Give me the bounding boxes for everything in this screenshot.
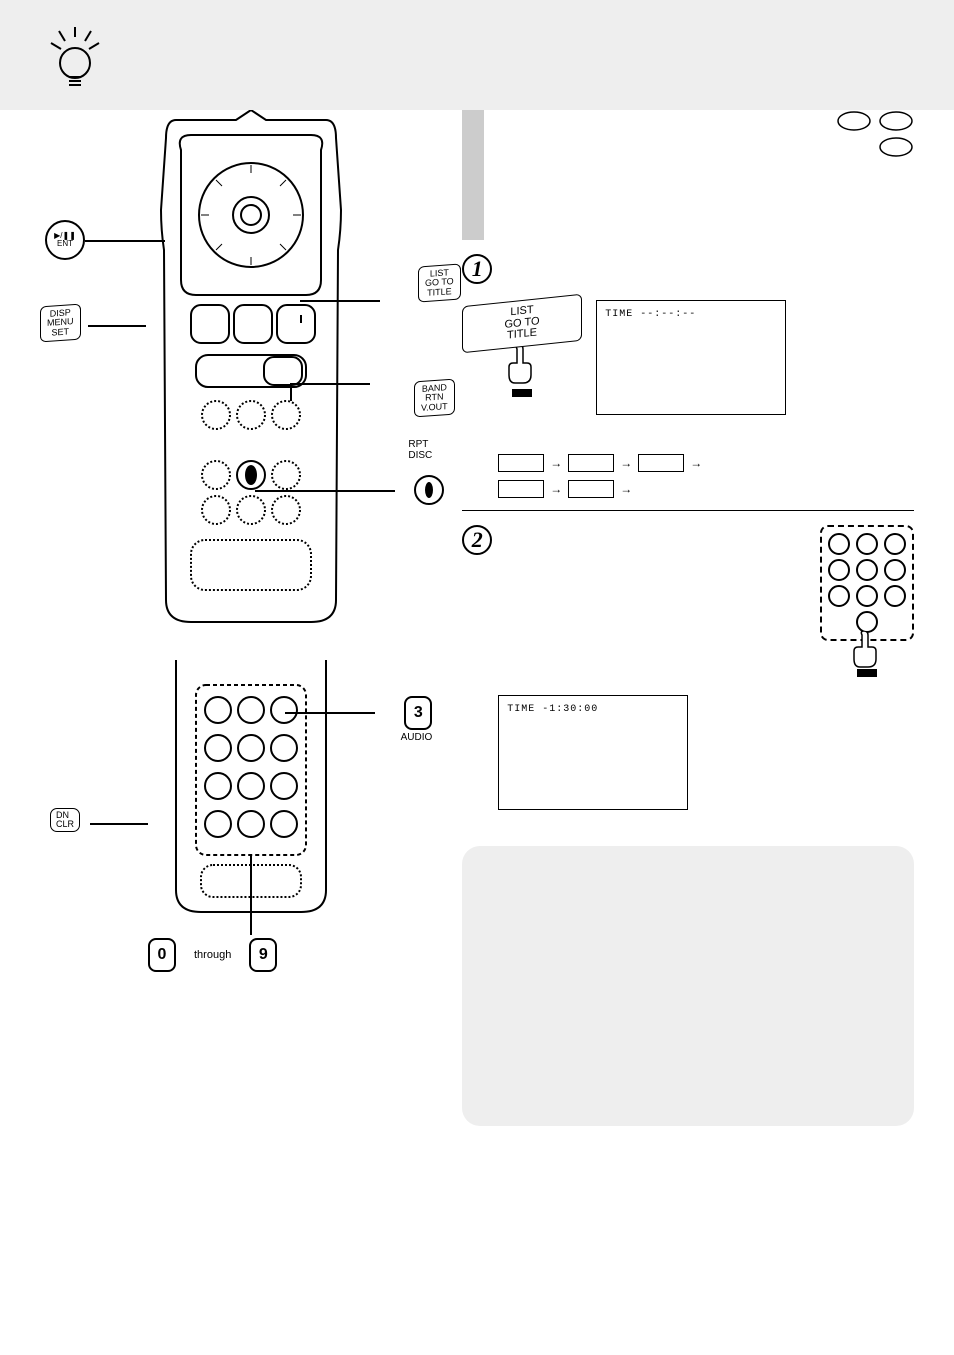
through-label: through bbox=[194, 949, 231, 961]
screen-2: TIME -1:30:00 bbox=[498, 695, 688, 810]
screen-2-text: TIME -1:30:00 bbox=[507, 704, 598, 715]
step-1: 1 LISTGO TOTITLE TIME --:--:-- bbox=[462, 254, 914, 498]
list-goto-title-label: LISTGO TOTITLE bbox=[425, 268, 454, 298]
remote-lower-svg bbox=[146, 660, 356, 940]
screen-1-text: TIME --:--:-- bbox=[605, 309, 696, 320]
band-rtn-vout-callout: BANDRTNV.OUT bbox=[414, 379, 455, 418]
step-2-number: 2 bbox=[462, 525, 492, 555]
disp-menu-set-label: DISPMENUSET bbox=[47, 308, 74, 338]
press-base bbox=[512, 389, 532, 397]
step-separator bbox=[462, 510, 914, 511]
press-list-goto-title: LISTGO TOTITLE bbox=[462, 300, 582, 440]
item-header-box bbox=[462, 110, 914, 240]
lightbulb-icon bbox=[45, 25, 105, 98]
audio-label: AUDIO bbox=[401, 732, 433, 743]
item-gray-tab bbox=[462, 110, 484, 240]
list-goto-title-callout: LISTGO TOTITLE bbox=[418, 264, 461, 303]
step-1-number: 1 bbox=[462, 254, 492, 284]
disp-menu-set-callout: DISPMENUSET bbox=[40, 304, 81, 343]
remote-upper-diagram: ▶/❚❚ENT DISPMENUSET LISTGO TOTITLE BANDR… bbox=[40, 110, 462, 650]
rpt-disc-text: RPTDISC bbox=[408, 440, 432, 461]
band-rtn-vout-label: BANDRTNV.OUT bbox=[421, 383, 448, 413]
step-2: 2 bbox=[462, 525, 914, 810]
key-3-label: 3 bbox=[414, 704, 423, 722]
key-3-callout: 3 bbox=[404, 696, 432, 730]
ent-button-callout: ▶/❚❚ENT bbox=[45, 220, 85, 260]
info-panel bbox=[462, 846, 914, 1126]
screen-1: TIME --:--:-- bbox=[596, 300, 786, 415]
num-range: 0 through 9 bbox=[148, 938, 277, 972]
key-0: 0 bbox=[148, 938, 176, 972]
flow-row-2: → → bbox=[462, 480, 914, 498]
rpt-disc-button-callout bbox=[414, 475, 444, 505]
dn-clr-callout: DNCLR bbox=[50, 808, 80, 832]
disc-type-icons bbox=[836, 110, 914, 158]
remote-lower-diagram: 3 AUDIO DNCLR 0 through 9 bbox=[40, 660, 462, 1000]
flow-row-1: → → → bbox=[462, 454, 914, 472]
ent-label: ▶/❚❚ENT bbox=[54, 232, 76, 248]
keypad-icon bbox=[820, 525, 914, 641]
remote-upper-svg bbox=[136, 110, 366, 630]
key-9: 9 bbox=[249, 938, 277, 972]
press-keypad bbox=[820, 525, 914, 677]
header-band bbox=[0, 0, 954, 110]
